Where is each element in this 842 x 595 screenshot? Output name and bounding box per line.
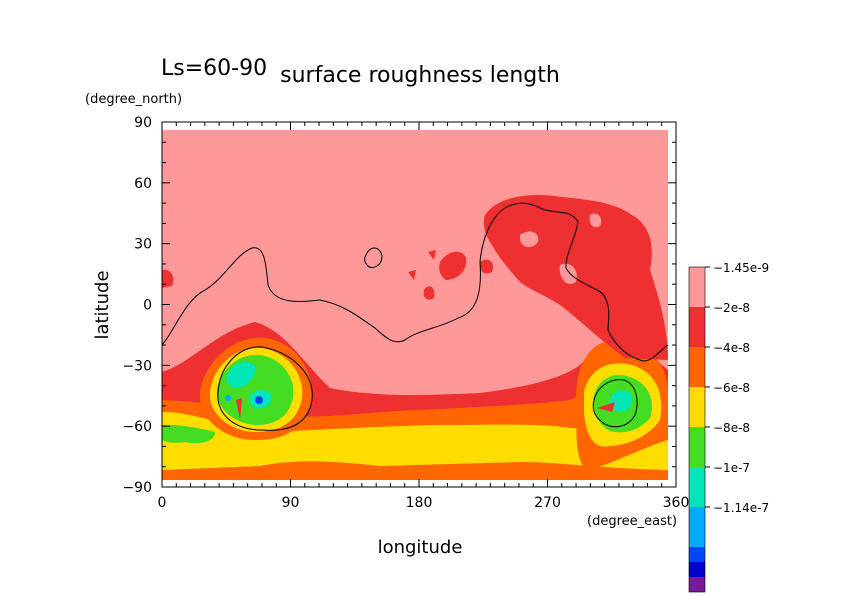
colorbar-swatch — [689, 267, 705, 307]
colorbar-label: −4e-8 — [713, 341, 750, 355]
colorbar-label: −2e-8 — [713, 301, 750, 315]
contour-band — [479, 259, 494, 274]
colorbar-swatch — [689, 507, 705, 547]
colorbar-label: −1.45e-9 — [713, 261, 769, 275]
contour-band — [408, 270, 416, 280]
colorbar-label: −6e-8 — [713, 381, 750, 395]
plot-area — [161, 121, 677, 488]
contour-line — [217, 346, 313, 431]
x-tick-label: 180 — [406, 495, 433, 511]
y-tick-label: 90 — [134, 115, 152, 131]
colorbar-swatch — [689, 577, 705, 592]
contour-band — [428, 250, 436, 260]
y-tick-label: 0 — [143, 298, 152, 314]
colorbar-swatch — [689, 427, 705, 467]
x-tick-label: 0 — [158, 495, 167, 511]
chart-title: surface roughness length — [280, 63, 560, 88]
y-tick-label: −30 — [122, 358, 152, 374]
colorbar-swatch — [689, 562, 705, 577]
y-tick-label: −90 — [122, 480, 152, 496]
x-tick-label: 360 — [663, 495, 690, 511]
y-tick-label: 30 — [134, 237, 152, 253]
contour-band — [423, 286, 435, 300]
contour-band — [236, 398, 242, 420]
contour-band — [520, 231, 539, 248]
contour-band — [162, 269, 174, 288]
colorbar-label: −8e-8 — [713, 421, 750, 435]
chart-subtitle: Ls=60-90 — [161, 56, 267, 81]
x-axis-label: longitude — [378, 537, 463, 558]
y-tick-label: 60 — [134, 176, 152, 192]
contour-band — [589, 213, 602, 228]
y-axis: 90 60 30 0 −30 −60 −90 — [122, 115, 152, 496]
colorbar: −1.45e-9 −2e-8 −4e-8 −6e-8 −8e-8 −1e-7 −1.14e-… — [688, 261, 769, 593]
contour-band — [162, 461, 668, 480]
colorbar-label: −1.14e-7 — [713, 501, 769, 515]
contour-band — [439, 251, 467, 280]
contour-band — [226, 361, 256, 388]
x-tick-label: 270 — [534, 495, 561, 511]
x-tick-label: 90 — [282, 495, 300, 511]
contour-band — [255, 396, 263, 404]
colorbar-swatch — [689, 547, 705, 562]
y-tick-label: −60 — [122, 419, 152, 435]
colorbar-label: −1e-7 — [713, 461, 750, 475]
colorbar-swatch — [689, 387, 705, 427]
contour-band — [597, 402, 615, 412]
axis-ticks — [161, 121, 677, 488]
y-units: (degree_north) — [85, 92, 182, 107]
contour-band — [225, 395, 231, 401]
contour-line — [592, 379, 638, 428]
contour-band — [609, 390, 633, 413]
contour-line — [364, 247, 383, 269]
colorbar-swatch — [689, 347, 705, 387]
contour-band — [559, 263, 577, 285]
colorbar-frame — [688, 266, 706, 593]
contour-band — [162, 424, 215, 444]
contour-line — [161, 202, 669, 362]
colorbar-swatch — [689, 467, 705, 507]
y-axis-label: latitude — [92, 270, 113, 339]
colorbar-swatch — [689, 307, 705, 347]
x-axis: 0 90 180 270 360 — [158, 495, 690, 511]
x-units: (degree_east) — [587, 514, 677, 529]
